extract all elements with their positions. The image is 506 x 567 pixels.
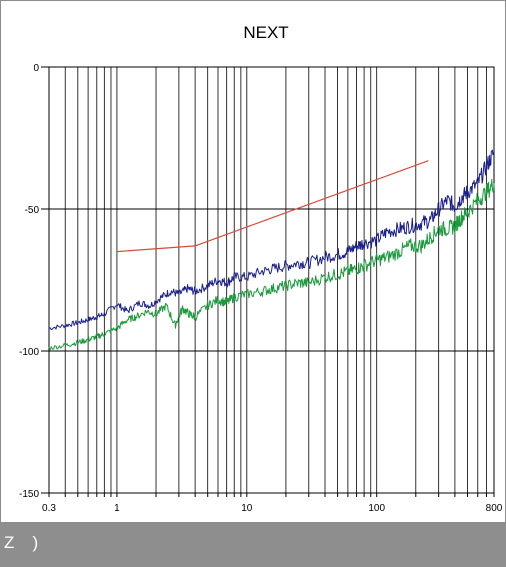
x-tick-label: 800: [486, 503, 503, 514]
series-line-1: [48, 149, 495, 331]
chart-title: NEXT: [243, 23, 288, 42]
footer-text: Z ): [4, 533, 40, 552]
x-tick-label: 10: [241, 503, 253, 514]
chart-frame: NEXT 0 -50 -100 -150 0.3 1 10 100 800: [0, 0, 506, 523]
series-line-3: [116, 160, 429, 253]
x-tick-label: 1: [114, 503, 120, 514]
y-tick-label: 0: [33, 63, 39, 74]
y-tick-label: -50: [25, 205, 40, 216]
series-line-2: [48, 178, 495, 351]
x-tick-label: 0.3: [42, 503, 56, 514]
footer-bar: Z ): [0, 523, 506, 567]
plot-area-border: [48, 66, 495, 494]
x-tick-label: 100: [368, 503, 385, 514]
y-tick-label: -100: [19, 347, 39, 358]
y-tick-label: -150: [19, 489, 39, 500]
